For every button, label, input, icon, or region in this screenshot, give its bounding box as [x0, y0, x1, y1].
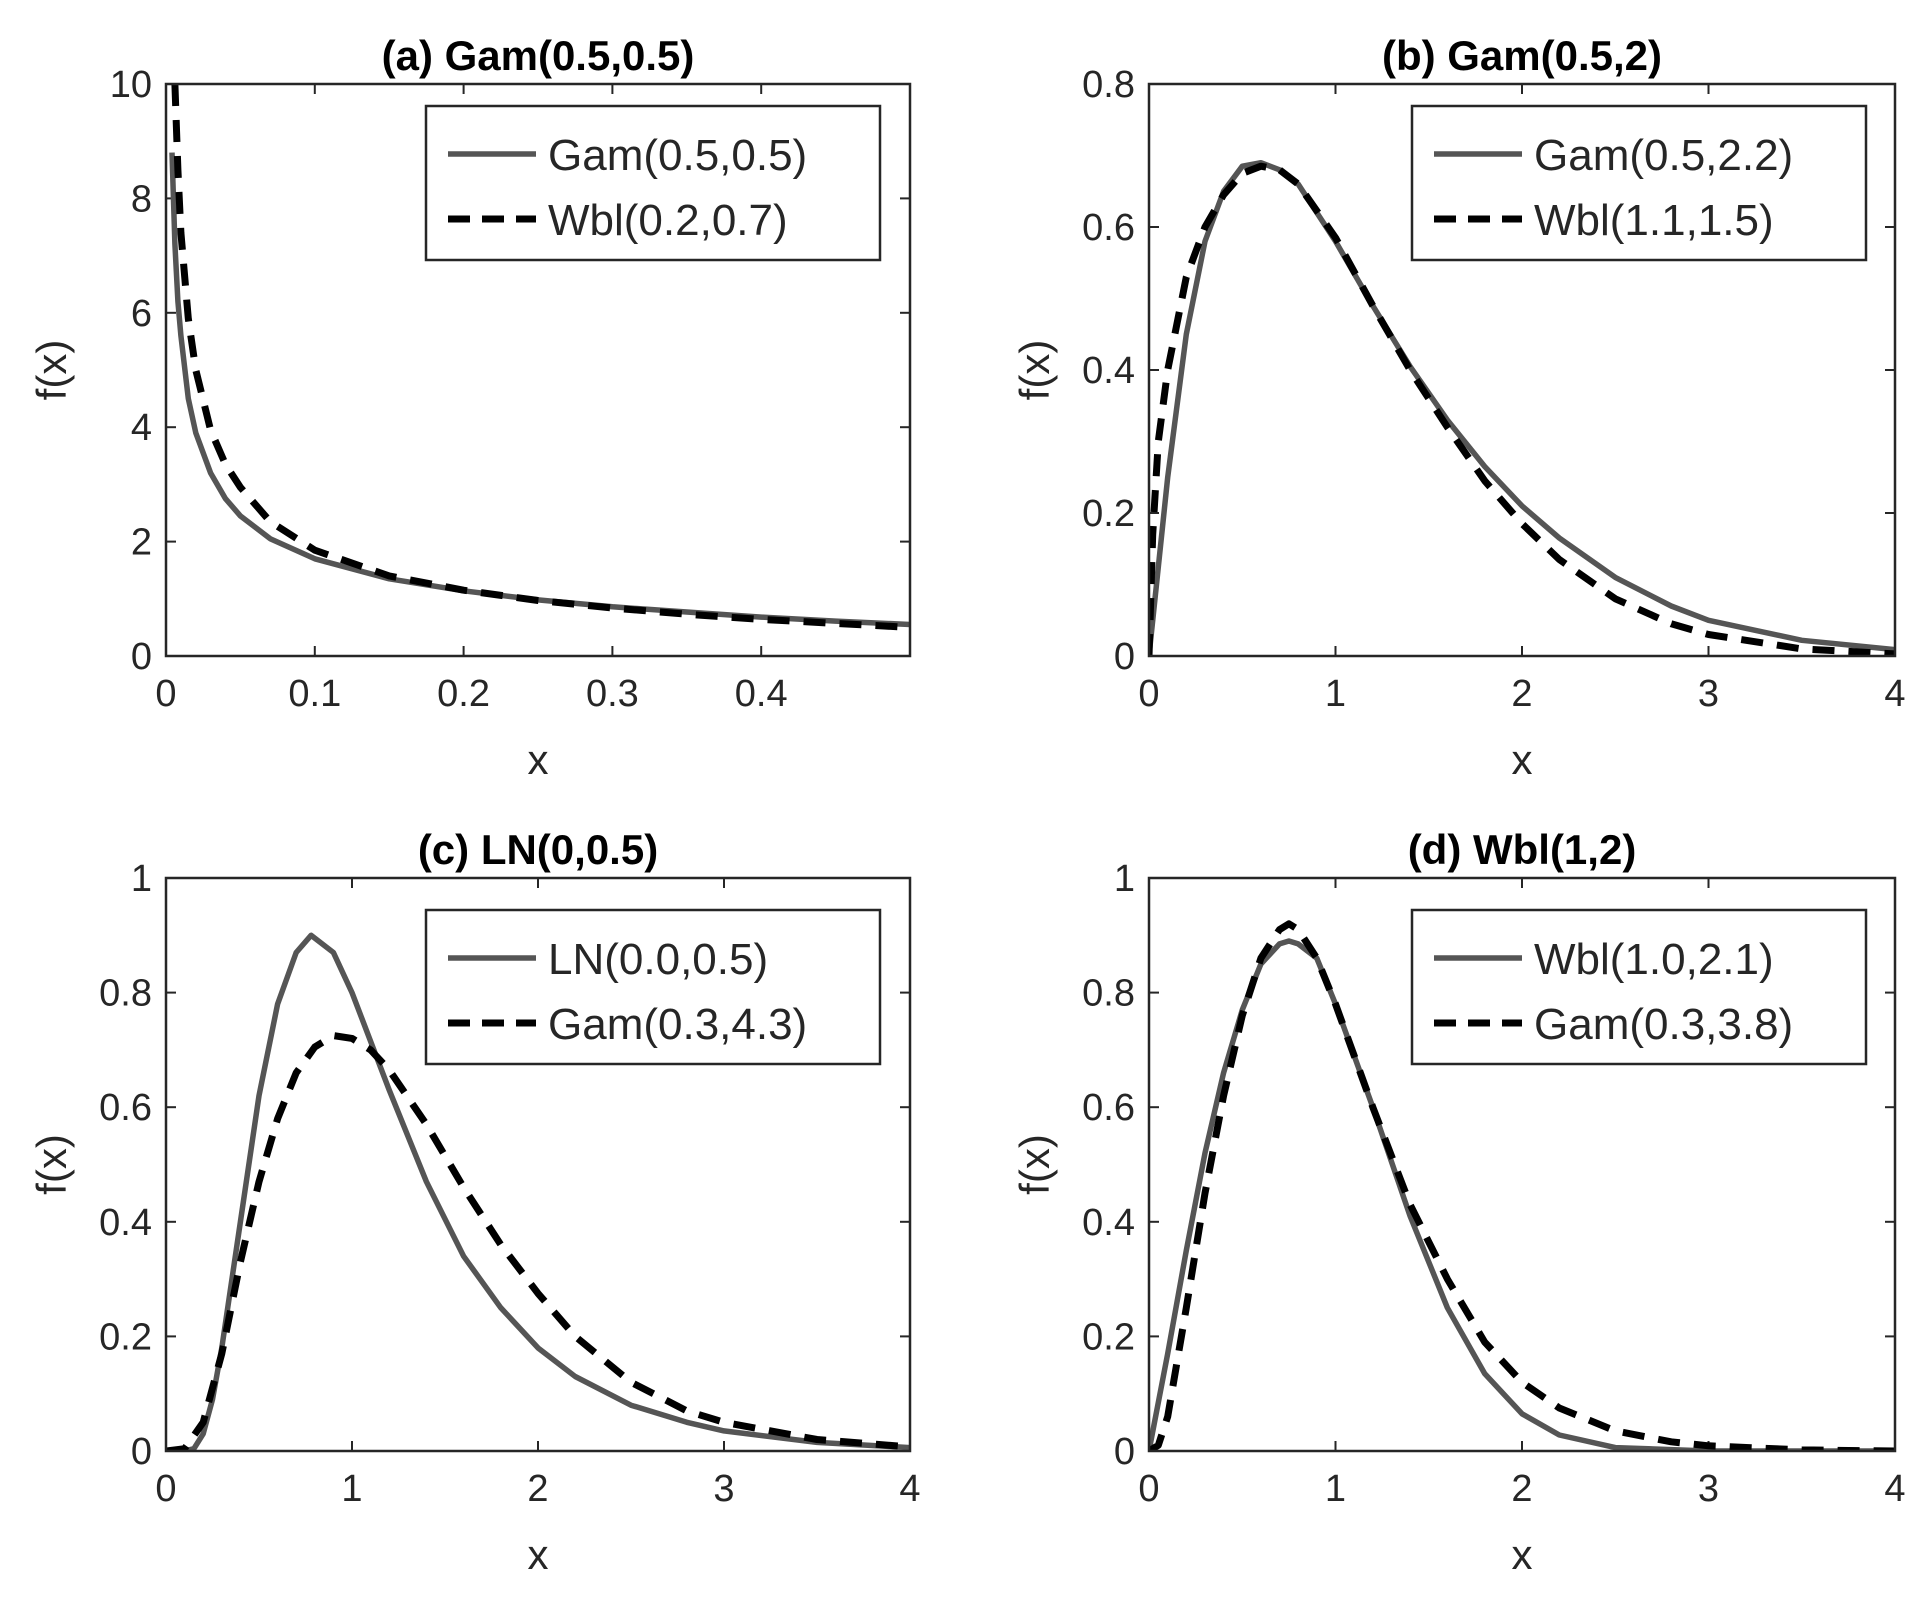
legend-label-1: LN(0.0,0.5)	[548, 935, 768, 984]
series-line-2	[171, 83, 910, 631]
x-tick-label: 1	[341, 1468, 362, 1510]
legend: LN(0.0,0.5) Gam(0.3,4.3)	[424, 908, 882, 1066]
x-tick-label: 0	[155, 673, 176, 715]
legend-label-2: Gam(0.3,4.3)	[548, 1000, 807, 1049]
x-tick-label: 0.1	[288, 673, 341, 715]
legend-box	[424, 104, 882, 262]
y-tick-label: 0.6	[1082, 207, 1135, 249]
x-tick-label: 0.3	[586, 673, 639, 715]
legend: Gam(0.5,0.5) Wbl(0.2,0.7)	[424, 104, 882, 262]
x-tick-label: 0.2	[437, 673, 490, 715]
legend-label-1: Gam(0.5,2.2)	[1534, 131, 1793, 180]
legend: Wbl(1.0,2.1) Gam(0.3,3.8)	[1410, 908, 1868, 1066]
chart-panel-1: 0 0.1 0.2 0.3 0.4 0 2 4 6 8 10 (a) Gam(0.5,0.5) x f(x…	[28, 32, 912, 783]
y-tick-label: 0.2	[99, 1316, 152, 1358]
y-tick-label: 0.6	[99, 1087, 152, 1129]
y-tick-label: 8	[131, 178, 152, 220]
x-tick-label: 1	[1325, 1468, 1346, 1510]
x-tick-label: 2	[527, 1468, 548, 1510]
y-tick-label: 0	[131, 1431, 152, 1473]
y-axis-label: f(x)	[1011, 340, 1058, 401]
x-tick-label: 1	[1325, 673, 1346, 715]
axes-frame	[1147, 876, 1897, 1453]
y-tick-label: 0.2	[1082, 493, 1135, 535]
x-tick-label: 3	[1698, 673, 1719, 715]
y-tick-label: 0.8	[1082, 973, 1135, 1015]
x-axis-label: x	[528, 736, 549, 783]
y-axis-label: f(x)	[28, 1134, 75, 1195]
y-axis-label: f(x)	[1011, 1134, 1058, 1195]
y-tick-label: 0.2	[1082, 1316, 1135, 1358]
y-tick-label: 0	[1114, 636, 1135, 678]
chart-title: (a) Gam(0.5,0.5)	[382, 32, 695, 79]
y-tick-label: 1	[1114, 858, 1135, 900]
x-tick-label: 3	[713, 1468, 734, 1510]
chart-panel-3: 0 1 2 3 4 0 0.2 0.4 0.6 0.8 1 (c) LN(0,0.5) x f(x) LN(…	[28, 826, 921, 1578]
y-tick-label: 0.8	[99, 973, 152, 1015]
y-tick-label: 0.4	[1082, 1202, 1135, 1244]
x-tick-label: 4	[899, 1468, 920, 1510]
chart-title: (b) Gam(0.5,2)	[1382, 32, 1662, 79]
x-tick-label: 4	[1884, 673, 1905, 715]
legend-box	[1410, 908, 1868, 1066]
axes-frame	[1147, 82, 1897, 658]
y-tick-label: 0.4	[1082, 350, 1135, 392]
y-tick-label: 2	[131, 522, 152, 564]
chart-panel-4: 0 1 2 3 4 0 0.2 0.4 0.6 0.8 1 (d) Wbl(1,2) x f(x) Wbl(…	[1011, 826, 1906, 1578]
legend-label-1: Wbl(1.0,2.1)	[1534, 935, 1774, 984]
x-tick-label: 2	[1511, 673, 1532, 715]
y-axis-label: f(x)	[28, 340, 75, 401]
legend-label-1: Gam(0.5,0.5)	[548, 131, 807, 180]
series-line-2	[1149, 920, 1895, 1451]
series-line-2	[166, 1032, 910, 1451]
x-tick-label: 0	[1138, 673, 1159, 715]
y-tick-label: 0.6	[1082, 1087, 1135, 1129]
y-tick-label: 6	[131, 293, 152, 335]
y-tick-label: 0	[131, 636, 152, 678]
series-line-1	[169, 152, 910, 628]
legend: Gam(0.5,2.2) Wbl(1.1,1.5)	[1410, 104, 1868, 262]
legend-label-2: Wbl(1.1,1.5)	[1534, 196, 1774, 245]
y-tick-label: 0	[1114, 1431, 1135, 1473]
chart-panel-2: 0 1 2 3 4 0 0.2 0.4 0.6 0.8 (b) Gam(0.5,2) x f(x) Gam…	[1011, 32, 1906, 783]
x-tick-label: 2	[1511, 1468, 1532, 1510]
series-line-2	[1149, 162, 1895, 656]
axes-frame	[164, 82, 912, 658]
axes-frame	[164, 876, 912, 1453]
y-tick-label: 0.8	[1082, 64, 1135, 106]
legend-box	[424, 908, 882, 1066]
x-tick-label: 4	[1884, 1468, 1905, 1510]
y-tick-label: 0.4	[99, 1202, 152, 1244]
x-tick-label: 0.4	[735, 673, 788, 715]
chart-title: (d) Wbl(1,2)	[1408, 826, 1637, 873]
legend-box	[1410, 104, 1868, 262]
chart-title: (c) LN(0,0.5)	[418, 826, 658, 873]
legend-label-2: Gam(0.3,3.8)	[1534, 1000, 1793, 1049]
x-axis-label: x	[528, 1531, 549, 1578]
legend-label-2: Wbl(0.2,0.7)	[548, 196, 788, 245]
x-tick-label: 0	[1138, 1468, 1159, 1510]
series-line-1	[166, 932, 910, 1451]
x-tick-label: 3	[1698, 1468, 1719, 1510]
y-tick-label: 1	[131, 858, 152, 900]
x-tick-label: 0	[155, 1468, 176, 1510]
y-tick-label: 10	[110, 64, 152, 106]
y-tick-label: 4	[131, 407, 152, 449]
x-axis-label: x	[1512, 736, 1533, 783]
x-axis-label: x	[1512, 1531, 1533, 1578]
